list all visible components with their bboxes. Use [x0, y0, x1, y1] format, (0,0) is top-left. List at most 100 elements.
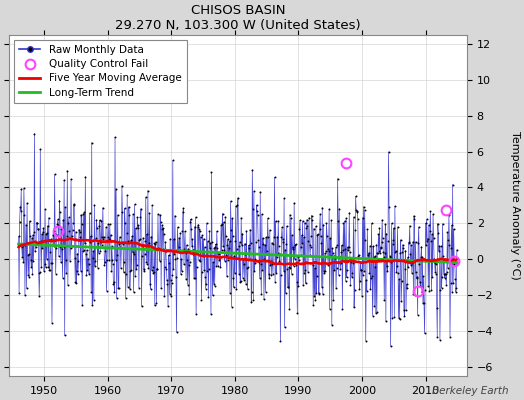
- Point: [248, 206, 257, 212]
- Point: [208, 169, 216, 176]
- Point: [71, 255, 79, 261]
- Point: [295, 226, 303, 232]
- Point: [410, 213, 418, 219]
- Point: [255, 259, 264, 266]
- Point: [362, 337, 370, 344]
- Point: [124, 284, 132, 290]
- Point: [215, 256, 224, 263]
- Point: [441, 274, 449, 281]
- Point: [401, 247, 410, 254]
- Point: [169, 266, 178, 272]
- Point: [62, 232, 71, 239]
- Point: [116, 244, 125, 250]
- Point: [143, 231, 151, 238]
- Point: [366, 242, 374, 249]
- Point: [340, 258, 348, 265]
- Point: [244, 264, 252, 270]
- Point: [352, 193, 360, 200]
- Point: [88, 301, 96, 308]
- Point: [176, 230, 184, 236]
- Point: [122, 295, 130, 301]
- Point: [445, 242, 454, 249]
- Point: [214, 263, 222, 269]
- Point: [148, 202, 156, 208]
- Point: [163, 277, 171, 283]
- Point: [151, 238, 160, 245]
- Point: [278, 224, 286, 230]
- Point: [100, 262, 108, 268]
- Point: [350, 214, 358, 220]
- Point: [19, 259, 28, 265]
- Point: [38, 231, 46, 237]
- Point: [91, 258, 100, 264]
- Point: [438, 273, 446, 280]
- Point: [44, 264, 52, 270]
- Point: [327, 217, 335, 224]
- Point: [431, 268, 439, 275]
- Point: [18, 254, 27, 260]
- Point: [223, 242, 232, 248]
- Point: [260, 256, 269, 262]
- Point: [170, 236, 178, 242]
- Point: [192, 264, 201, 270]
- Point: [252, 239, 260, 245]
- Point: [448, 289, 456, 295]
- Point: [83, 247, 91, 253]
- Point: [106, 232, 115, 238]
- Point: [119, 269, 128, 276]
- Point: [339, 220, 347, 226]
- Point: [143, 261, 151, 267]
- Point: [28, 235, 36, 242]
- Point: [113, 295, 121, 302]
- Point: [226, 198, 235, 204]
- Point: [277, 272, 285, 278]
- Point: [389, 237, 398, 244]
- Point: [330, 252, 338, 259]
- Point: [432, 305, 441, 311]
- Point: [216, 254, 224, 260]
- Point: [75, 226, 83, 233]
- Point: [199, 236, 208, 242]
- Point: [209, 259, 217, 266]
- Point: [147, 267, 156, 273]
- Point: [242, 281, 250, 288]
- Point: [210, 280, 218, 287]
- Point: [82, 251, 90, 258]
- Point: [281, 246, 289, 253]
- Point: [128, 249, 137, 256]
- Point: [439, 252, 447, 259]
- Point: [396, 250, 405, 256]
- Point: [66, 227, 74, 234]
- Point: [45, 267, 53, 273]
- Point: [176, 246, 184, 253]
- Point: [31, 243, 40, 250]
- Point: [166, 236, 174, 242]
- Point: [14, 233, 23, 240]
- Point: [268, 260, 277, 267]
- Point: [288, 232, 296, 238]
- Point: [184, 245, 192, 252]
- Point: [96, 238, 105, 245]
- Point: [234, 242, 243, 249]
- Point: [32, 239, 40, 245]
- Point: [145, 210, 154, 216]
- Point: [184, 262, 193, 268]
- Point: [379, 253, 388, 260]
- Point: [417, 254, 425, 260]
- Point: [321, 250, 329, 256]
- Point: [396, 316, 404, 322]
- Point: [72, 228, 80, 235]
- Point: [314, 231, 322, 238]
- Point: [305, 242, 314, 248]
- Point: [287, 271, 296, 277]
- Point: [259, 240, 268, 247]
- Point: [207, 311, 215, 317]
- Point: [368, 312, 377, 319]
- Point: [412, 268, 420, 275]
- Point: [226, 290, 234, 296]
- Point: [298, 240, 307, 246]
- Point: [271, 278, 279, 285]
- Point: [332, 265, 341, 271]
- Point: [416, 283, 424, 290]
- Point: [146, 286, 155, 292]
